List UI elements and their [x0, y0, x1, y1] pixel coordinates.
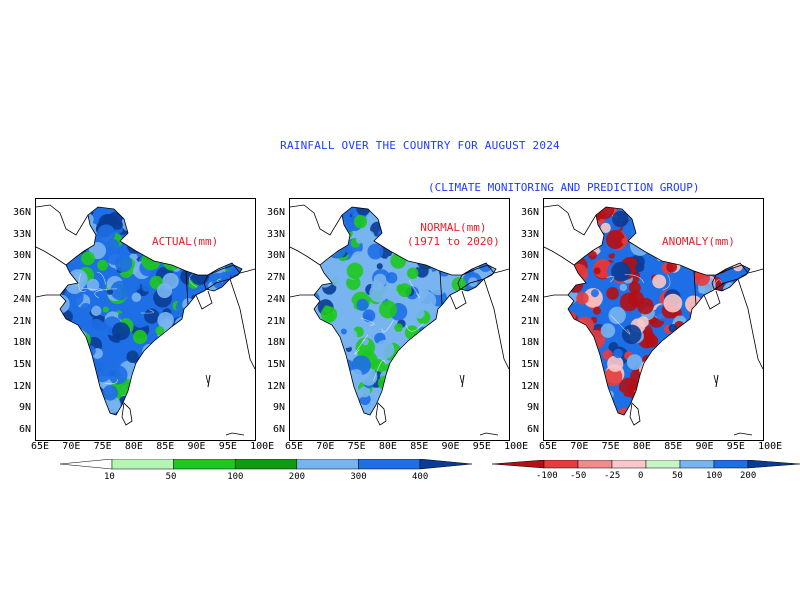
- lon-tick-label: 70E: [62, 441, 81, 452]
- anomaly-rainfall-map: ANOMALY(mm): [543, 198, 764, 441]
- colorbar-tick-label: 10: [104, 472, 115, 482]
- anomaly-panel-label: ANOMALY(mm): [662, 235, 735, 248]
- lon-tick-label: 100E: [758, 441, 783, 452]
- colorbar-tick-label: -100: [536, 471, 558, 481]
- anomaly-colorbar: [492, 460, 800, 469]
- colorbar-tick-label: -50: [570, 471, 587, 481]
- lat-tick-label: 36N: [12, 207, 31, 218]
- lon-tick-label: 70E: [570, 441, 589, 452]
- lon-tick-label: 100E: [504, 441, 529, 452]
- colorbar-tick-label: 0: [638, 471, 644, 481]
- actual-panel-label: ACTUAL(mm): [152, 235, 219, 248]
- lat-tick-label: 30N: [12, 250, 31, 262]
- lon-tick-label: 85E: [156, 441, 175, 452]
- lat-tick-label: 27N: [266, 272, 285, 284]
- lat-tick-label: 9N: [526, 402, 539, 414]
- lat-tick-label: 24N: [266, 293, 285, 305]
- lon-tick-label: 90E: [695, 441, 714, 452]
- lon-tick-label: 95E: [726, 441, 745, 452]
- lat-tick-label: 6N: [526, 424, 539, 435]
- colorbar-tick-label: 50: [672, 471, 683, 481]
- map-subtitle: (CLIMATE MONITORING AND PREDICTION GROUP…: [428, 181, 700, 194]
- lon-tick-label: 70E: [316, 441, 335, 452]
- lon-tick-label: 65E: [285, 441, 304, 452]
- colorbar-tick-label: -25: [604, 471, 621, 481]
- lon-tick-label: 75E: [601, 441, 620, 452]
- lat-tick-label: 36N: [266, 207, 285, 218]
- lon-tick-label: 75E: [347, 441, 366, 452]
- lat-tick-label: 12N: [266, 380, 285, 392]
- lat-tick-label: 18N: [12, 337, 31, 349]
- colorbar-tick-label: 100: [227, 472, 244, 482]
- lat-tick-label: 21N: [12, 315, 31, 327]
- lon-tick-label: 95E: [472, 441, 491, 452]
- lat-tick-label: 15N: [520, 358, 539, 370]
- lat-tick-label: 6N: [18, 424, 31, 435]
- lat-tick-label: 15N: [266, 358, 285, 370]
- lat-tick-label: 21N: [520, 315, 539, 327]
- lat-tick-label: 18N: [520, 337, 539, 349]
- colorbar-tick-label: 400: [412, 472, 429, 482]
- lon-tick-label: 90E: [187, 441, 206, 452]
- lat-tick-label: 24N: [12, 293, 31, 305]
- lon-tick-label: 80E: [632, 441, 651, 452]
- lat-tick-label: 33N: [266, 228, 285, 240]
- lon-tick-label: 65E: [539, 441, 558, 452]
- lat-tick-label: 9N: [272, 402, 285, 414]
- lon-tick-label: 95E: [218, 441, 237, 452]
- lat-tick-label: 12N: [520, 380, 539, 392]
- colorbar-tick-label: 300: [350, 472, 367, 482]
- lat-tick-label: 12N: [12, 380, 31, 392]
- lon-tick-label: 80E: [124, 441, 143, 452]
- lon-tick-label: 90E: [441, 441, 460, 452]
- actual-rainfall-map: ACTUAL(mm): [35, 198, 256, 441]
- anomaly-map-canvas: [544, 204, 763, 436]
- lon-tick-label: 85E: [664, 441, 683, 452]
- normal-map-canvas: [290, 204, 509, 436]
- lat-tick-label: 27N: [520, 272, 539, 284]
- lat-tick-label: 24N: [520, 293, 539, 305]
- lon-tick-label: 65E: [31, 441, 50, 452]
- colorbar-tick-label: 200: [288, 472, 306, 482]
- lon-tick-label: 85E: [410, 441, 429, 452]
- lon-tick-label: 80E: [378, 441, 397, 452]
- map-title: RAINFALL OVER THE COUNTRY FOR AUGUST 202…: [280, 139, 560, 152]
- lon-tick-label: 75E: [93, 441, 112, 452]
- lat-tick-label: 27N: [12, 272, 31, 284]
- lat-tick-label: 9N: [18, 402, 31, 414]
- lat-tick-label: 30N: [520, 250, 539, 262]
- lat-tick-label: 33N: [12, 228, 31, 240]
- colorbar-tick-label: 200: [740, 471, 757, 481]
- lat-tick-label: 6N: [272, 424, 285, 435]
- rainfall-colorbar: [60, 459, 473, 470]
- colorbar-tick-label: 100: [706, 471, 723, 481]
- colorbar-tick-label: 50: [165, 472, 177, 482]
- normal-panel-label: NORMAL(mm) (1971 to 2020): [407, 221, 500, 248]
- normal-rainfall-map: NORMAL(mm) (1971 to 2020): [289, 198, 510, 441]
- actual-map-canvas: [36, 204, 255, 436]
- lat-tick-label: 15N: [12, 358, 31, 370]
- lon-tick-label: 100E: [250, 441, 275, 452]
- lat-tick-label: 36N: [520, 207, 539, 218]
- lat-tick-label: 30N: [266, 250, 285, 262]
- lat-tick-label: 21N: [266, 315, 285, 327]
- lat-tick-label: 18N: [266, 337, 285, 349]
- lat-tick-label: 33N: [520, 228, 539, 240]
